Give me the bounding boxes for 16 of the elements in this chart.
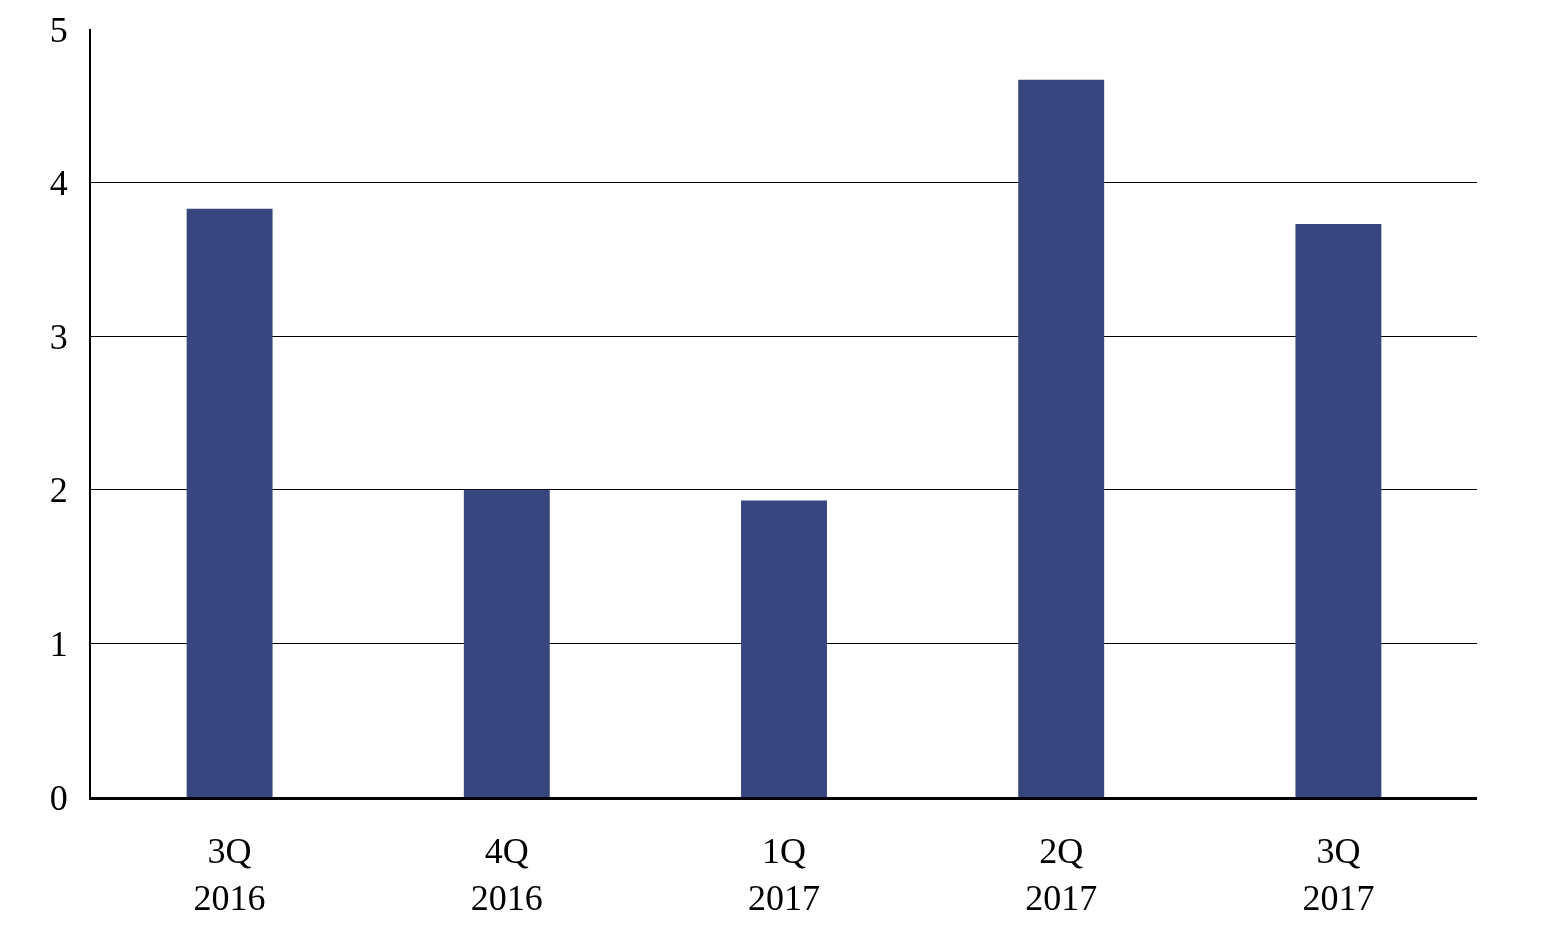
y-tick-label: 4: [49, 163, 68, 204]
bar: [463, 489, 550, 797]
y-tick-label: 0: [49, 777, 68, 818]
y-tick-label: 3: [49, 316, 68, 357]
x-tick-label: 1Q 2017: [748, 831, 820, 918]
y-tick-label: 5: [49, 9, 68, 50]
y-tick-label: 1: [49, 624, 68, 664]
bar: [1018, 79, 1105, 797]
y-tick-label: 2: [49, 470, 68, 511]
bar: [1295, 224, 1382, 797]
bar: [741, 500, 827, 797]
x-tick-label: 4Q 2016: [470, 831, 543, 918]
bar: [186, 208, 273, 797]
x-tick-label: 2Q 2017: [1025, 831, 1098, 918]
x-tick-label: 3Q 2016: [193, 831, 266, 918]
x-tick-label: 3Q 2017: [1302, 831, 1375, 918]
